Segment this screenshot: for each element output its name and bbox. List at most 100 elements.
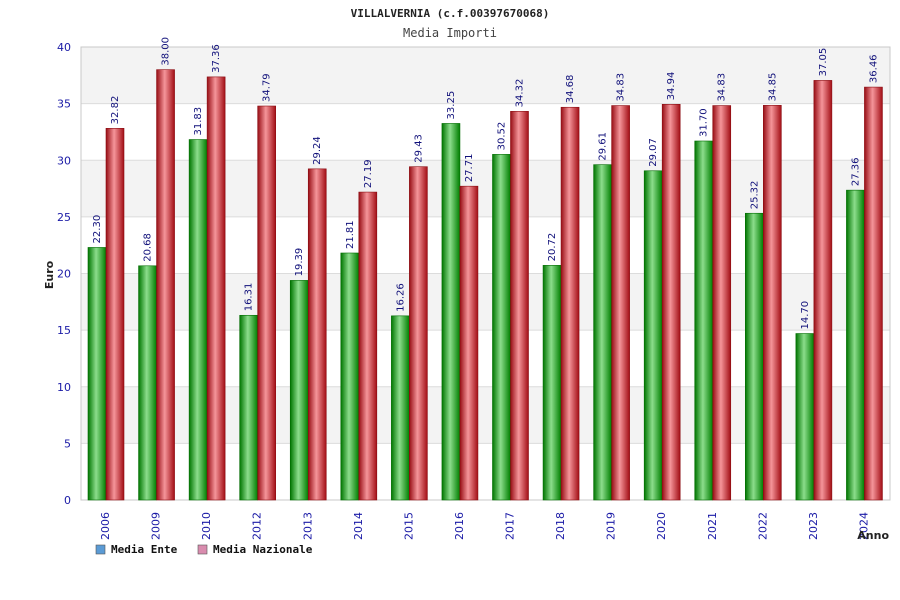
x-tick-label: 2010 [200, 512, 213, 540]
legend-label: Media Nazionale [213, 543, 313, 556]
bar-media-ente-2023 [795, 333, 815, 501]
bar-media-ente-2014 [340, 252, 360, 501]
legend: Media Ente Media Nazionale [95, 543, 313, 556]
bar-media-nazionale-2021 [712, 105, 732, 501]
bar-value-label: 34.83 [717, 73, 728, 102]
bar-media-ente-2019 [593, 164, 612, 501]
bar-value-label: 16.31 [244, 283, 255, 312]
bar-media-nazionale-2012 [257, 105, 276, 501]
bar-value-label: 32.82 [110, 96, 121, 125]
bar-media-nazionale-2015 [409, 166, 428, 501]
x-tick-label: 2023 [807, 512, 820, 540]
bar-value-label: 34.79 [262, 73, 273, 102]
bar-media-nazionale-2019 [611, 105, 630, 501]
legend-swatch [95, 544, 106, 555]
bar-value-label: 37.05 [818, 48, 829, 77]
x-tick-label: 2017 [504, 512, 517, 540]
y-tick-label: 10 [57, 381, 71, 394]
bar-value-label: 38.00 [161, 37, 172, 66]
bar-media-ente-2016 [441, 123, 461, 501]
bar-value-label: 36.46 [868, 54, 879, 83]
bar-media-nazionale-2013 [307, 168, 327, 501]
bar-media-ente-2017 [492, 154, 511, 501]
x-tick-label: 2016 [453, 512, 466, 540]
bar-media-ente-2020 [643, 170, 663, 501]
bar-media-ente-2006 [87, 247, 107, 501]
bar-value-label: 37.36 [211, 44, 222, 73]
bar-value-label: 14.70 [800, 301, 811, 330]
bar-media-nazionale-2010 [206, 76, 226, 501]
y-tick-label: 5 [64, 437, 71, 450]
bar-value-label: 34.32 [515, 79, 526, 108]
bar-value-label: 34.83 [616, 73, 627, 102]
bar-value-label: 34.68 [565, 75, 576, 104]
bar-value-label: 22.30 [92, 215, 103, 244]
plot-frame [80, 46, 891, 501]
bar-value-label: 31.70 [699, 108, 710, 137]
chart-title: VILLALVERNIA (c.f.00397670068) [351, 7, 550, 20]
legend-swatch [197, 544, 208, 555]
bar-media-nazionale-2009 [156, 69, 175, 501]
bar-media-nazionale-2023 [813, 80, 833, 501]
y-tick-label: 35 [57, 98, 71, 111]
legend-label: Media Ente [111, 543, 178, 556]
bar-media-ente-2010 [188, 139, 208, 501]
bar-media-nazionale-2006 [105, 128, 125, 501]
bar-media-ente-2009 [138, 265, 157, 501]
bar-media-nazionale-2018 [560, 106, 580, 501]
bar-value-label: 34.85 [767, 73, 778, 102]
bar-media-nazionale-2014 [358, 191, 378, 501]
y-tick-label: 15 [57, 324, 71, 337]
bar-media-ente-2013 [289, 280, 309, 501]
bar-media-ente-2022 [745, 212, 764, 501]
bar-media-nazionale-2016 [459, 185, 479, 501]
y-tick-label: 20 [57, 268, 71, 281]
bar-value-label: 21.81 [345, 220, 356, 249]
y-tick-label: 30 [57, 154, 71, 167]
x-tick-label: 2013 [301, 512, 314, 540]
x-tick-label: 2020 [655, 512, 668, 540]
y-tick-label: 40 [57, 41, 71, 54]
bar-value-label: 27.19 [363, 159, 374, 188]
x-tick-label: 2021 [706, 512, 719, 540]
bar-value-label: 20.72 [547, 233, 558, 262]
bar-media-nazionale-2024 [864, 86, 883, 501]
bar-value-label: 27.71 [464, 154, 475, 183]
plot-area: 0 5 10 15 20 25 30 35 40 22.30 32.82 2006 20.68 38.00… [57, 37, 891, 540]
x-axis-label: Anno [857, 529, 889, 542]
x-tick-label: 2014 [352, 512, 365, 540]
x-tick-label: 2015 [402, 512, 415, 540]
bar-value-label: 29.24 [312, 136, 323, 165]
bar-value-label: 25.32 [749, 181, 760, 210]
x-tick-label: 2006 [99, 512, 112, 540]
x-tick-label: 2009 [150, 512, 163, 540]
bar-value-label: 30.52 [497, 122, 508, 151]
x-tick-label: 2024 [857, 512, 870, 540]
bar-value-label: 20.68 [143, 233, 154, 262]
x-tick-label: 2012 [251, 512, 264, 540]
y-axis-label: Euro [43, 260, 56, 289]
bar-value-label: 29.07 [648, 138, 659, 167]
bar-value-label: 27.36 [850, 158, 861, 187]
bar-value-label: 19.39 [294, 248, 305, 277]
x-tick-label: 2022 [756, 512, 769, 540]
bar-value-label: 29.43 [413, 134, 424, 163]
bar-value-label: 29.61 [598, 132, 609, 161]
bar-value-label: 33.25 [446, 91, 457, 120]
x-tick-label: 2019 [605, 512, 618, 540]
bar-media-ente-2012 [239, 314, 258, 501]
chart-subtitle: Media Importi [403, 26, 497, 40]
bar-value-label: 34.94 [666, 72, 677, 101]
bar-media-nazionale-2022 [763, 105, 782, 501]
bar-media-ente-2015 [391, 315, 410, 501]
bar-media-ente-2018 [542, 265, 562, 501]
y-tick-label: 25 [57, 211, 71, 224]
y-tick-label: 0 [64, 494, 71, 507]
bar-value-label: 31.83 [193, 107, 204, 136]
bar-value-label: 16.26 [395, 283, 406, 312]
bar-media-nazionale-2020 [661, 104, 681, 501]
bar-media-ente-2021 [694, 140, 714, 501]
bar-media-nazionale-2017 [510, 111, 529, 501]
